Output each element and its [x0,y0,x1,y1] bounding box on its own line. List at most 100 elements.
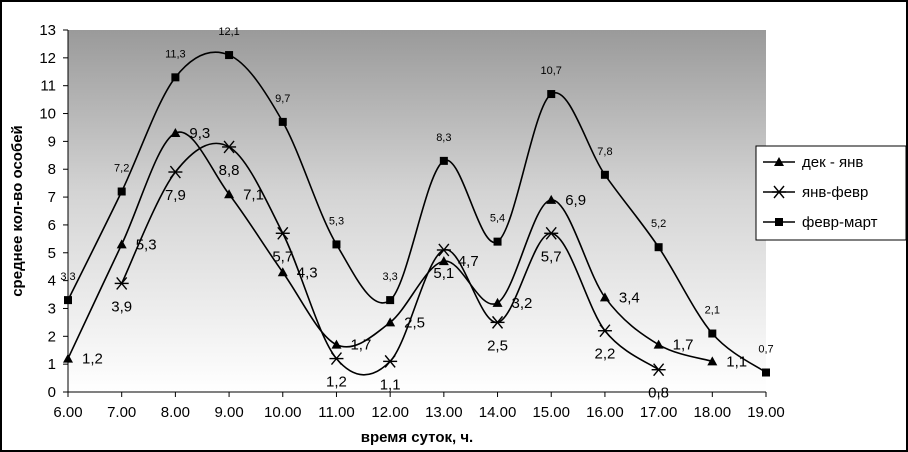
data-label: 2,2 [594,346,615,363]
data-label: 10,7 [541,65,562,77]
data-label: 1,7 [350,337,371,354]
square-marker [225,51,234,60]
y-tick-label: 13 [39,22,56,39]
data-label: 11,3 [165,48,186,60]
y-tick-label: 3 [48,300,56,317]
square-marker [600,170,609,179]
asterisk-marker [490,315,505,329]
legend-asterisk-marker [772,185,786,199]
square-marker [64,296,72,305]
square-marker [171,73,180,82]
asterisk-marker [651,363,666,377]
data-label: 6,9 [565,192,586,209]
triangle-marker [277,267,288,277]
asterisk-marker [544,226,559,240]
data-label: 7,2 [114,163,129,175]
x-tick-label: 8.00 [161,404,190,421]
x-tick-label: 13.00 [425,404,463,421]
data-label: 3,9 [111,298,132,315]
data-label: 8,8 [219,162,240,179]
x-tick-label: 9.00 [214,404,243,421]
triangle-marker [63,353,73,363]
x-tick-label: 6.00 [53,404,82,421]
x-tick-label: 14.00 [479,404,517,421]
data-label: 3,3 [60,271,75,283]
data-label: 1,1 [726,353,747,370]
asterisk-marker [168,165,183,179]
legend-square-marker [775,218,783,226]
data-label: 8,3 [436,132,451,144]
y-tick-label: 9 [48,133,56,150]
triangle-marker [546,194,557,204]
y-axis-title: среднее кол-во особей [9,125,26,297]
data-label: 5,4 [490,213,505,225]
square-marker [278,117,287,126]
data-label: 3,3 [383,271,398,283]
data-label: 7,9 [165,187,186,204]
data-label: 9,7 [275,93,290,105]
x-tick-label: 11.00 [318,404,354,421]
x-tick-label: 17.00 [640,404,678,421]
data-label: 1,1 [380,376,401,393]
x-axis-title: время суток, ч. [361,429,473,446]
x-tick-label: 7.00 [107,404,136,421]
triangle-marker [707,356,718,366]
asterisk-marker [329,352,344,366]
triangle-marker [331,339,342,349]
y-tick-label: 2 [48,328,56,345]
data-label: 0,8 [648,385,669,402]
asterisk-marker [275,226,290,240]
plot-area [68,30,766,392]
y-tick-label: 6 [48,217,56,234]
data-label: 0,7 [758,344,773,356]
asterisk-marker [597,324,612,338]
square-marker [332,240,341,249]
y-tick-label: 11 [40,78,56,95]
square-marker [493,237,502,246]
data-label: 2,5 [487,337,508,354]
y-tick-label: 8 [48,161,56,178]
data-label: 5,7 [541,248,562,265]
triangle-marker [653,339,664,349]
asterisk-marker [114,276,129,290]
y-tick-label: 12 [39,50,56,67]
legend-label: дек - янв [802,154,863,171]
legend: дек - янв янв-февр февр-март [755,145,907,241]
data-label: 4,7 [458,253,479,270]
data-label: 5,3 [136,236,157,253]
x-tick-label: 10.00 [264,404,302,421]
y-tick-label: 0 [48,384,56,401]
legend-triangle-marker [774,157,784,166]
legend-label: февр-март [802,214,878,231]
triangle-marker [224,189,235,199]
square-marker [654,243,663,252]
triangle-marker [385,317,396,327]
y-tick-label: 5 [48,245,56,262]
square-marker [439,156,448,165]
data-label: 9,3 [189,125,210,142]
x-tick-label: 12.00 [371,404,409,421]
triangle-marker [599,292,610,302]
data-label: 7,1 [243,186,264,203]
data-label: 5,1 [433,265,454,282]
data-label: 12,1 [218,26,239,38]
square-marker [386,296,395,305]
data-label: 5,3 [329,215,344,227]
legend-label: янв-февр [802,184,868,201]
x-tick-label: 16.00 [586,404,624,421]
data-label: 5,7 [272,248,293,265]
data-label: 1,7 [673,337,694,354]
data-label: 7,8 [597,146,612,158]
data-label: 3,2 [512,295,533,312]
data-label: 2,5 [404,314,425,331]
data-label: 3,4 [619,289,640,306]
data-label: 1,2 [326,374,347,391]
triangle-marker [170,128,181,138]
x-tick-label: 15.00 [532,404,570,421]
y-tick-label: 7 [48,189,56,206]
asterisk-marker [436,243,451,257]
triangle-marker [116,239,127,249]
y-tick-label: 1 [48,356,56,373]
